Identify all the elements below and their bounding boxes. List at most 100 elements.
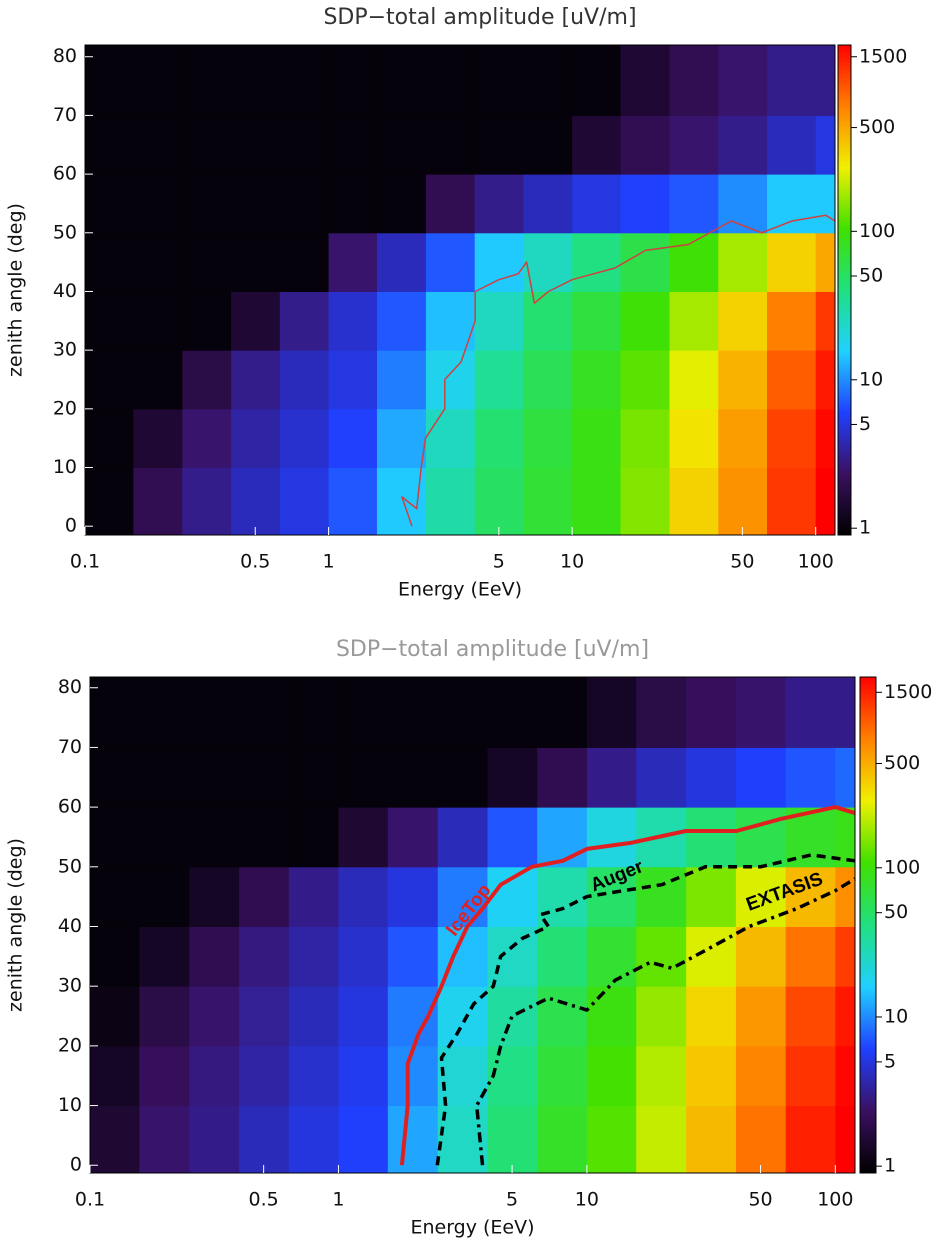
heatmap-cell <box>835 1045 856 1107</box>
heatmap-cell <box>487 1105 538 1174</box>
heatmap-cell <box>376 350 427 410</box>
heatmap-cell <box>189 747 240 808</box>
heatmap-cell <box>288 677 339 748</box>
heatmap-cell <box>735 1045 787 1107</box>
heatmap-cell <box>487 807 538 868</box>
heatmap-cell <box>815 408 836 469</box>
heatmap-cell <box>85 350 134 410</box>
x-axis-label: Energy (EeV) <box>398 579 522 601</box>
heatmap-cell <box>636 1105 687 1174</box>
heatmap-cell <box>767 45 817 116</box>
colorbar-tick-label: 1 <box>859 517 871 539</box>
heatmap-cell <box>537 1105 588 1174</box>
heatmap-cell <box>586 926 637 987</box>
heatmap-cell <box>586 807 637 868</box>
heatmap-cell <box>572 467 622 536</box>
x-tick-label: 0.5 <box>240 551 270 573</box>
heatmap-cell <box>231 174 281 234</box>
heatmap-cell <box>669 174 719 234</box>
heatmap-cell <box>239 677 290 748</box>
y-tick-label: 30 <box>58 975 82 997</box>
heatmap-cell <box>133 174 183 234</box>
heatmap-cell <box>686 677 737 748</box>
heatmap-cell <box>231 232 281 292</box>
heatmap-cell <box>586 747 637 808</box>
heatmap-cell <box>586 1105 637 1174</box>
heatmap-cell <box>686 986 737 1047</box>
heatmap-cell <box>387 807 439 868</box>
x-tick-label: 5 <box>506 1189 518 1211</box>
x-tick-label: 1 <box>332 1189 344 1211</box>
heatmap-cell <box>487 926 538 987</box>
heatmap-cell <box>815 45 836 116</box>
heatmap-cell <box>767 350 817 410</box>
x-tick-label: 5 <box>493 551 505 573</box>
heatmap-cell <box>328 350 378 410</box>
heatmap-cell <box>686 1045 737 1107</box>
heatmap-cell <box>636 1045 687 1107</box>
heatmap-cell <box>767 467 817 536</box>
heatmap-cell <box>376 408 427 469</box>
heatmap-cell <box>586 866 637 927</box>
y-tick-label: 20 <box>58 1034 82 1056</box>
plot-frame <box>84 44 836 536</box>
heatmap-cell <box>735 926 787 987</box>
heatmap-cell <box>239 1045 290 1107</box>
heatmap-cell <box>487 1045 538 1107</box>
heatmap-cell <box>425 291 476 351</box>
heatmap-cell <box>376 232 427 292</box>
heatmap-cell <box>669 291 719 351</box>
y-tick-label: 50 <box>53 221 77 243</box>
heatmap-cell <box>90 677 140 748</box>
heatmap-cell <box>90 866 140 927</box>
heatmap-cell <box>815 291 836 351</box>
heatmap-cell <box>620 45 670 116</box>
heatmap-cell <box>718 115 768 175</box>
heatmap-cell <box>835 747 856 808</box>
x-tick-label: 0.5 <box>249 1189 279 1211</box>
y-tick-label: 40 <box>58 915 82 937</box>
heatmap-cell <box>338 986 389 1047</box>
heatmap-cell <box>437 1045 488 1107</box>
x-tick-label: 100 <box>817 1189 853 1211</box>
chart: SDP−total amplitude [uV/m]0.1 0.5 1 5 10 50 10… <box>5 5 908 601</box>
heatmap-cell <box>376 45 427 116</box>
heatmap-cell <box>537 1045 588 1107</box>
colorbar-tick-label: 5 <box>884 1050 896 1072</box>
colorbar-tick-label: 100 <box>859 220 895 242</box>
y-tick-label: 70 <box>53 104 77 126</box>
heatmap-cell <box>182 45 232 116</box>
y-tick-label: 70 <box>58 736 82 758</box>
x-tick-label: 50 <box>748 1189 772 1211</box>
x-tick-label: 0.1 <box>70 551 100 573</box>
heatmap-cell <box>815 232 836 292</box>
heatmap-cell <box>586 986 637 1047</box>
heatmap-cell <box>767 291 817 351</box>
heatmap-cell <box>669 467 719 536</box>
heatmap-cell <box>815 174 836 234</box>
heatmap-cell <box>425 350 476 410</box>
heatmap-cell <box>425 115 476 175</box>
heatmap-cell <box>182 408 232 469</box>
colorbar-tick-label: 1500 <box>884 681 932 703</box>
heatmap-cell <box>735 866 787 927</box>
heatmap-cell <box>328 174 378 234</box>
heatmap-cell <box>90 926 140 987</box>
heatmap-cell <box>387 986 439 1047</box>
heatmap-cell <box>767 232 817 292</box>
heatmap-cell <box>189 1045 240 1107</box>
heatmap-cell <box>620 115 670 175</box>
heatmap-cell <box>425 232 476 292</box>
heatmap-cell <box>133 232 183 292</box>
heatmap-cell <box>279 467 330 536</box>
heatmap-cell <box>487 677 538 748</box>
heatmap-cell <box>279 115 330 175</box>
heatmap-cell <box>338 926 389 987</box>
heatmap-cell <box>90 986 140 1047</box>
x-tick-label: 100 <box>798 551 834 573</box>
heatmap-cell <box>815 467 836 536</box>
heatmap-cell <box>474 291 524 351</box>
y-tick-label: 10 <box>58 1094 82 1116</box>
heatmap-cell <box>686 747 737 808</box>
colorbar-tick-label: 50 <box>859 265 883 287</box>
